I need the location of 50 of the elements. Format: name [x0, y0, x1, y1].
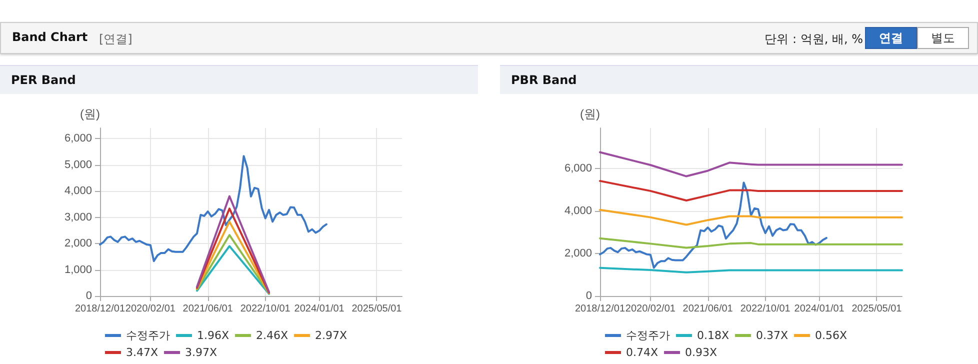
text: 연결 [865, 27, 917, 49]
line-series [99, 155, 328, 262]
y-tick-label: 3,000 [64, 211, 92, 224]
y-tick-label: 4,000 [64, 185, 92, 197]
x-tick-label: 2025/05/01 [852, 304, 902, 314]
legend-label: 1.96X [197, 329, 230, 342]
x-tick-label: 2024/01/01 [294, 304, 345, 314]
legend-label: 0.56X [815, 329, 848, 342]
x-tick-label: 2020/02/01 [625, 304, 676, 314]
y-tick-label: 6,000 [564, 162, 592, 174]
text: [연결] [99, 31, 132, 48]
x-tick-label: 2018/12/01 [74, 304, 126, 314]
line-series [599, 182, 828, 269]
y-axis-title: (원) [580, 107, 600, 121]
text: 별도 [917, 27, 969, 49]
x-tick-label: 2022/10/01 [240, 304, 291, 314]
legend-label: 수정주가 [126, 329, 170, 342]
chart-title: PBR Band [500, 65, 978, 94]
x-tick-label: 2022/10/01 [740, 304, 791, 314]
y-tick-label: 0 [586, 290, 592, 302]
line-series [599, 208, 903, 226]
y-tick-label: 0 [86, 290, 92, 302]
x-tick-label: 2025/05/01 [352, 304, 402, 314]
text: Band Chart [12, 30, 88, 44]
x-tick-label: 2018/12/01 [574, 304, 626, 314]
legend-label: 0.93X [685, 346, 718, 359]
legend-label: 0.74X [626, 346, 658, 359]
x-tick-label: 2021/06/01 [682, 304, 734, 314]
legend-label: 3.97X [185, 346, 218, 359]
y-tick-label: 5,000 [64, 158, 92, 171]
legend-label: 3.47X [126, 346, 158, 359]
y-tick-label: 2,000 [64, 238, 92, 250]
line-series [599, 180, 903, 202]
y-tick-label: 1,000 [64, 264, 92, 276]
line-series [599, 151, 903, 178]
x-tick-label: 2021/06/01 [182, 304, 234, 314]
x-tick-label: 2024/01/01 [794, 304, 845, 314]
legend-label: 0.18X [697, 329, 730, 342]
legend-label: 수정주가 [626, 329, 670, 342]
legend-label: 2.46X [256, 329, 289, 342]
text: 단위 : 억원, 배, % [764, 31, 863, 48]
y-tick-label: 4,000 [564, 204, 592, 217]
y-tick-label: 6,000 [64, 132, 92, 144]
legend-label: 2.97X [315, 329, 348, 342]
x-tick-label: 2020/02/01 [125, 304, 176, 314]
y-tick-label: 2,000 [564, 247, 592, 260]
legend-label: 0.37X [756, 329, 789, 342]
y-axis-title: (원) [80, 107, 100, 121]
line-series [599, 237, 903, 249]
chart-title: PER Band [0, 65, 478, 94]
